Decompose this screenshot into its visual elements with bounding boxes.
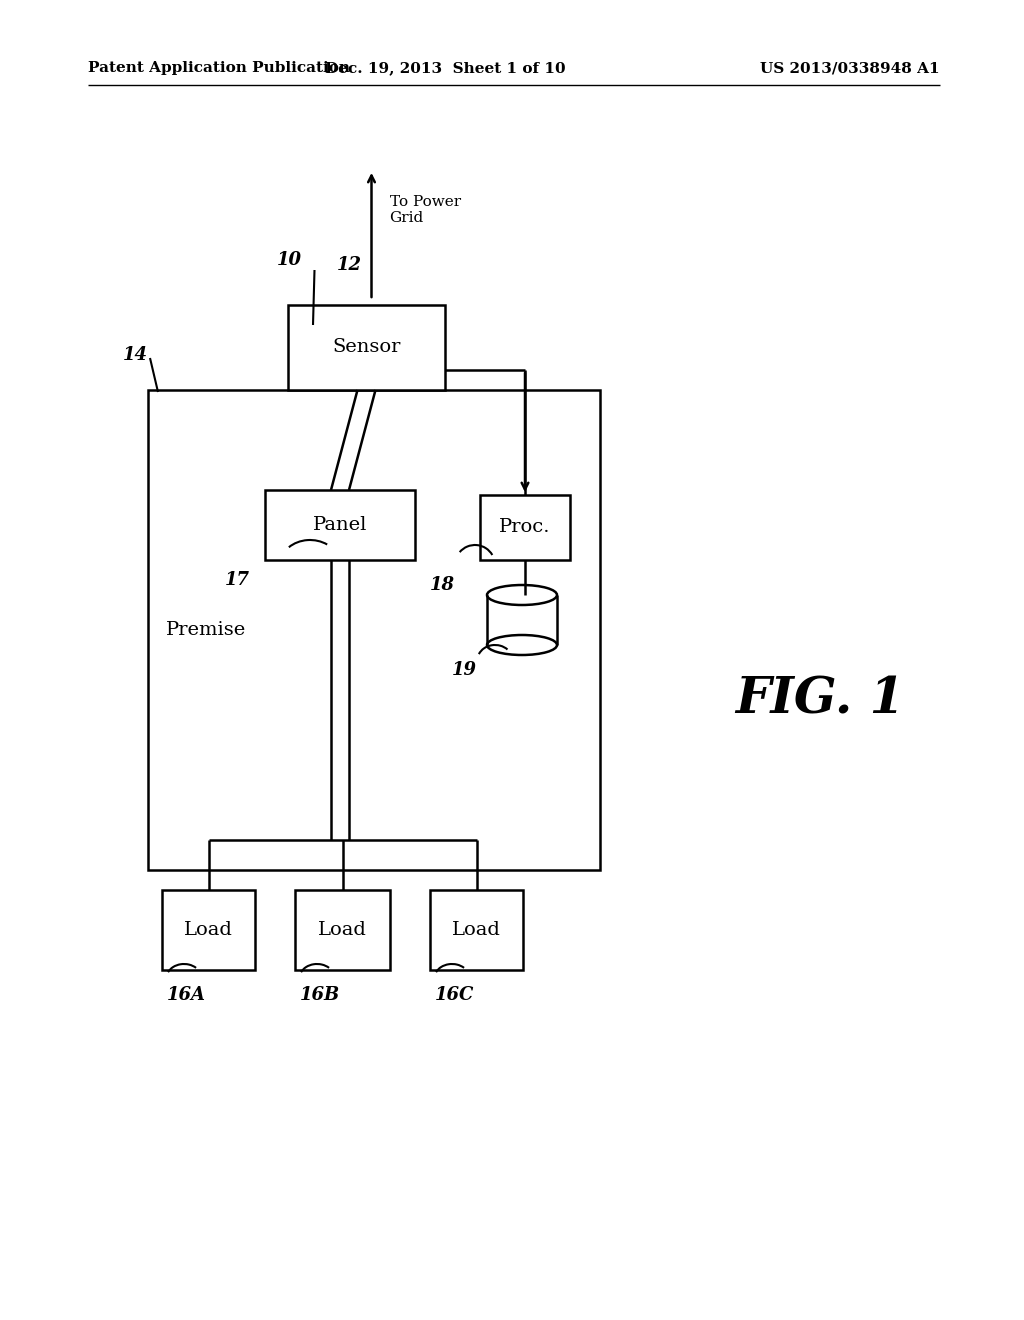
Text: Load: Load	[318, 921, 367, 939]
Bar	[148, 389, 600, 870]
Text: Load: Load	[452, 921, 501, 939]
Text: Dec. 19, 2013  Sheet 1 of 10: Dec. 19, 2013 Sheet 1 of 10	[325, 61, 565, 75]
Bar	[430, 890, 523, 970]
Text: 17: 17	[225, 572, 250, 589]
Text: 10: 10	[276, 251, 301, 269]
Bar	[162, 890, 255, 970]
Text: 16A: 16A	[167, 986, 206, 1005]
Text: Premise: Premise	[166, 620, 246, 639]
Ellipse shape	[487, 635, 557, 655]
Text: 16C: 16C	[435, 986, 474, 1005]
Text: 19: 19	[452, 661, 477, 678]
Text: 16B: 16B	[300, 986, 340, 1005]
Text: Load: Load	[184, 921, 232, 939]
Text: Sensor: Sensor	[333, 338, 400, 356]
Ellipse shape	[487, 585, 557, 605]
Bar	[480, 495, 570, 560]
Text: 14: 14	[123, 346, 148, 364]
Text: US 2013/0338948 A1: US 2013/0338948 A1	[761, 61, 940, 75]
Bar	[288, 305, 445, 389]
Bar	[295, 890, 390, 970]
Text: Patent Application Publication: Patent Application Publication	[88, 61, 350, 75]
Text: To Power
Grid: To Power Grid	[389, 195, 461, 226]
Text: 18: 18	[430, 576, 455, 594]
Text: Proc.: Proc.	[500, 519, 551, 536]
Bar	[265, 490, 415, 560]
Text: 12: 12	[337, 256, 361, 275]
Text: FIG. 1: FIG. 1	[735, 676, 904, 725]
Text: Panel: Panel	[312, 516, 368, 535]
